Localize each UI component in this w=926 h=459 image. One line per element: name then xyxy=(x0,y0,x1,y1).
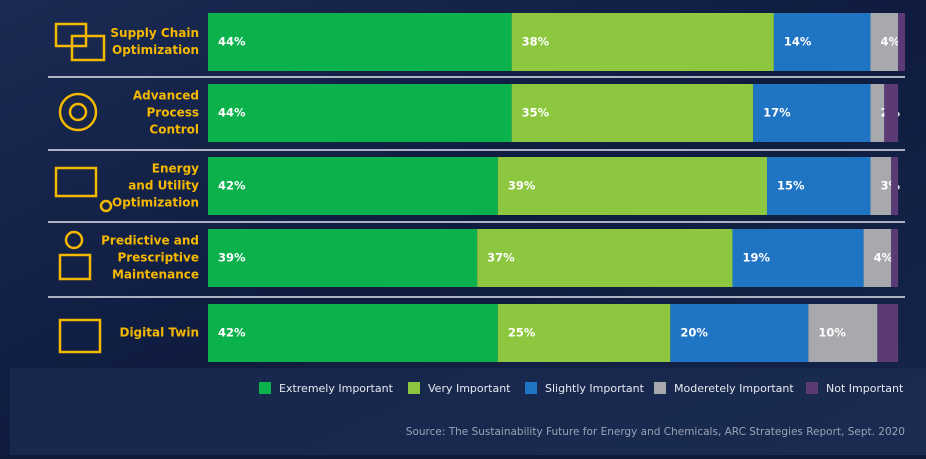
category-label: Energy xyxy=(152,162,199,176)
category-label: Prescriptive xyxy=(117,251,199,265)
bar-segment xyxy=(511,13,774,71)
value-label: 17% xyxy=(763,106,791,120)
bar-segment xyxy=(497,157,767,215)
value-label: 35% xyxy=(522,106,550,120)
value-label: 42% xyxy=(218,326,246,340)
icon xyxy=(68,102,88,122)
icon xyxy=(54,166,98,198)
value-label: 14% xyxy=(784,35,812,49)
icon xyxy=(58,253,92,281)
value-label: 44% xyxy=(218,106,246,120)
icons xyxy=(54,22,113,354)
category-label: Control xyxy=(149,123,199,137)
bar-segment xyxy=(732,229,864,287)
bar-segment xyxy=(208,13,512,71)
legend-swatch xyxy=(525,382,537,394)
value-label: 39% xyxy=(508,179,536,193)
category-label: Advanced xyxy=(133,89,199,103)
bar-segment xyxy=(766,157,871,215)
value-label: 20% xyxy=(680,326,708,340)
bar-segment xyxy=(877,304,899,362)
bar-segment xyxy=(863,229,892,287)
category-label: Digital Twin xyxy=(119,326,199,340)
value-label: 25% xyxy=(508,326,536,340)
bar-segment xyxy=(773,13,871,71)
category-label: Process xyxy=(147,106,200,120)
category-label: Optimization xyxy=(112,196,199,210)
value-label: 39% xyxy=(218,251,246,265)
bar-segment xyxy=(891,157,899,215)
legend-label: Extremely Important xyxy=(279,382,394,395)
bar-segment xyxy=(208,84,512,142)
legend-swatch xyxy=(654,382,666,394)
value-label: 4% xyxy=(880,35,900,49)
icon xyxy=(58,318,102,354)
bar-segment xyxy=(898,13,905,71)
source: Source: The Sustainability Future for En… xyxy=(406,426,905,438)
background-band xyxy=(10,368,926,455)
value-label: 10% xyxy=(818,326,846,340)
value-label: 44% xyxy=(218,35,246,49)
legend-label: Very Important xyxy=(428,382,511,395)
bar-segment xyxy=(870,157,892,215)
icon xyxy=(64,230,84,250)
bar-segment xyxy=(808,304,878,362)
legend-label: Slightly Important xyxy=(545,382,645,395)
icon xyxy=(58,92,98,132)
value-label: 38% xyxy=(522,35,550,49)
category-label: Supply Chain xyxy=(110,26,199,40)
value-label: 19% xyxy=(742,251,770,265)
icon xyxy=(70,34,106,62)
bar-segment xyxy=(753,84,871,142)
bar-segment xyxy=(891,229,899,287)
category-label: Predictive and xyxy=(101,234,199,248)
bar-segment xyxy=(870,13,899,71)
icon xyxy=(99,199,113,213)
legend-swatch xyxy=(806,382,818,394)
bar-segment xyxy=(870,84,885,142)
bar-segment xyxy=(884,84,899,142)
bar-segment xyxy=(511,84,754,142)
value-label: 42% xyxy=(218,179,246,193)
category-label: and Utility xyxy=(128,179,199,193)
bar-segment xyxy=(477,229,733,287)
bar-segment xyxy=(208,157,498,215)
value-label: 15% xyxy=(777,179,805,193)
legend-swatch xyxy=(408,382,420,394)
bar-segment xyxy=(208,304,498,362)
legend-swatch xyxy=(259,382,271,394)
bar-segment xyxy=(670,304,809,362)
bar-segment xyxy=(497,304,671,362)
bar-segment xyxy=(208,229,478,287)
legend-label: Moderetely Important xyxy=(674,382,794,395)
value-label: 4% xyxy=(874,251,894,265)
category-label: Optimization xyxy=(112,43,199,57)
value-label: 37% xyxy=(487,251,515,265)
legend-label: Not Important xyxy=(826,382,904,395)
category-label: Maintenance xyxy=(112,268,199,282)
